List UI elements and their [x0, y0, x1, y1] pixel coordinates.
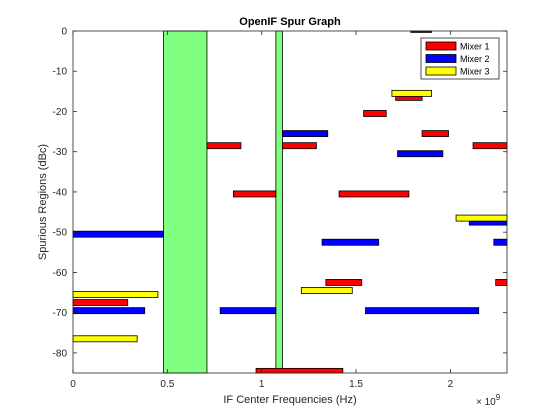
y-tick-label: -40 — [53, 187, 68, 198]
y-tick-label: 0 — [61, 27, 67, 38]
legend-label-mixer2: Mixer 2 — [460, 54, 490, 64]
spur-bar-mixer1-7 — [421, 130, 449, 138]
legend-label-mixer1: Mixer 1 — [460, 42, 490, 52]
spur-bar-mixer1-2 — [232, 190, 277, 198]
spur-bar-mixer1-5 — [363, 110, 387, 117]
x-tick-label: 2 — [448, 379, 454, 390]
spur-bar-mixer1-11 — [495, 279, 508, 286]
plot-area: 0 0.5 1 1.5 2 0 -10 -20 -30 -40 -50 -60 -70 -80 — [53, 27, 508, 390]
open-region-1 — [163, 30, 208, 374]
y-tick-label: -50 — [53, 228, 68, 239]
x-axis-label: IF Center Frequencies (Hz) — [223, 394, 356, 406]
x-axis-exponent-power: 9 — [496, 393, 501, 402]
spur-bar-mixer1-10 — [325, 279, 363, 286]
spur-bar-mixer2-3 — [72, 230, 164, 238]
chart-title: OpenIF Spur Graph — [239, 16, 341, 28]
spur-bar-mixer3-5 — [72, 335, 138, 343]
x-tick-label: 1 — [259, 379, 265, 390]
y-axis-ticks: 0 -10 -20 -30 -40 -50 -60 -70 -80 — [53, 27, 507, 359]
spur-bar-mixer1-4 — [338, 190, 410, 198]
spur-bar-mixer1-12 — [255, 367, 344, 374]
y-axis-label: Spurious Regions (dBc) — [37, 144, 49, 260]
legend-swatch-mixer1 — [425, 41, 457, 51]
x-tick-label: 1.5 — [349, 379, 363, 390]
y-tick-label: -70 — [53, 308, 68, 319]
spur-bar-mixer1-1 — [206, 142, 242, 150]
spur-bar-mixer1-3 — [282, 142, 317, 150]
axes-background — [73, 31, 507, 373]
y-tick-label: -30 — [53, 147, 68, 158]
spur-bar-mixer2-9 — [365, 307, 480, 315]
y-tick-label: -10 — [53, 67, 68, 78]
legend-items: Mixer 1 Mixer 2 Mixer 3 — [425, 41, 490, 77]
legend: Mixer 1 Mixer 2 Mixer 3 — [420, 37, 500, 80]
spur-bar-mixer3-4 — [72, 291, 159, 298]
x-axis-exponent: × 109 — [476, 393, 501, 408]
open-regions — [163, 30, 283, 374]
spur-bar-mixer1-9 — [72, 299, 129, 307]
open-region-2 — [275, 30, 283, 374]
y-tick-label: -60 — [53, 268, 68, 279]
spur-bar-mixer2-8 — [219, 307, 277, 315]
spur-bar-mixer2-1 — [282, 130, 329, 138]
spur-bar-mixer2-4 — [321, 238, 380, 246]
x-axis-ticks: 0 0.5 1 1.5 2 — [70, 31, 454, 390]
legend-swatch-mixer3 — [425, 66, 457, 76]
spur-bar-mixer2-6 — [493, 238, 508, 246]
spur-bar-mixer3-1 — [391, 89, 432, 97]
x-tick-label: 0.5 — [160, 379, 174, 390]
x-tick-label: 0 — [70, 379, 76, 390]
legend-swatch-mixer2 — [425, 54, 457, 63]
spur-bar-mixer3-2 — [455, 214, 508, 222]
axes-box — [72, 30, 508, 374]
spur-bar-mixer1-8 — [472, 142, 508, 150]
y-tick-label: -80 — [53, 348, 68, 359]
legend-label-mixer3: Mixer 3 — [460, 67, 490, 77]
y-tick-label: -20 — [53, 107, 68, 118]
x-axis-exponent-base: × 10 — [476, 397, 496, 408]
spur-bar-mixer2-2 — [397, 150, 444, 158]
spur-bar-mixer2-7 — [72, 307, 146, 315]
spur-bar-mixer3-3 — [300, 287, 353, 294]
